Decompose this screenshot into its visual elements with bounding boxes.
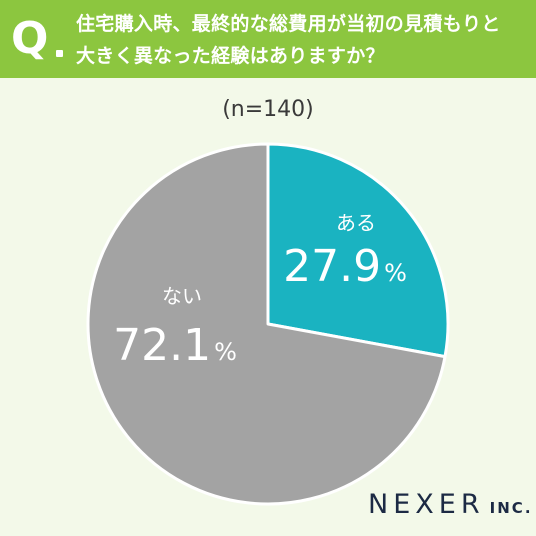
logo-sub-text: INC. bbox=[489, 499, 533, 517]
question-mark-letter: Q bbox=[11, 13, 49, 64]
question-mark-dot bbox=[56, 50, 63, 57]
slice-value-label: 72.1% bbox=[113, 320, 237, 371]
slice-category-label: ない bbox=[162, 284, 202, 308]
logo-main-text: NEXER bbox=[368, 489, 485, 520]
pie-slice-aru bbox=[266, 142, 450, 359]
sample-size: (n=140) bbox=[222, 97, 314, 122]
question-header: Q 住宅購入時、最終的な総費用が当初の見積もりと 大きく異なった経験はありますか… bbox=[0, 0, 536, 78]
nexer-logo: NEXER INC. bbox=[368, 489, 533, 520]
slice-category-label: ある bbox=[336, 211, 376, 235]
question-text-line-1: 住宅購入時、最終的な総費用が当初の見積もりと bbox=[76, 13, 501, 35]
question-text-line-2: 大きく異なった経験はありますか？ bbox=[76, 45, 385, 67]
slice-value-label: 27.9% bbox=[283, 241, 407, 292]
pie-slice-nai bbox=[86, 142, 447, 506]
